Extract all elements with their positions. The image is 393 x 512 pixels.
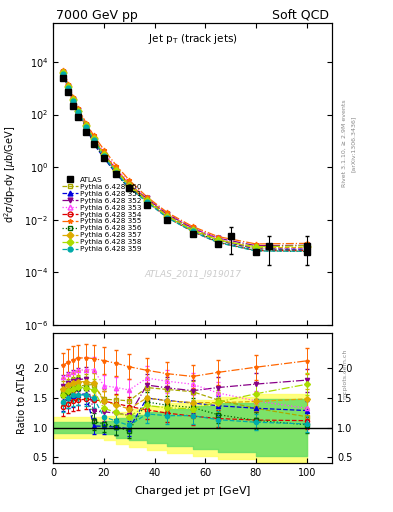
Text: ATLAS_2011_I919017: ATLAS_2011_I919017 — [144, 269, 241, 278]
Y-axis label: Ratio to ATLAS: Ratio to ATLAS — [17, 362, 27, 434]
Y-axis label: d$^{2}\sigma$/dp$_\mathrm{T}$dy [$\mu$b/GeV]: d$^{2}\sigma$/dp$_\mathrm{T}$dy [$\mu$b/… — [3, 125, 18, 223]
Text: Soft QCD: Soft QCD — [272, 9, 329, 22]
Text: Jet p$_\mathrm{T}$ (track jets): Jet p$_\mathrm{T}$ (track jets) — [148, 32, 237, 46]
Text: [arXiv:1306.3436]: [arXiv:1306.3436] — [351, 115, 356, 172]
Text: mcplots.cern.ch: mcplots.cern.ch — [343, 349, 347, 399]
Text: Rivet 3.1.10, ≥ 2.9M events: Rivet 3.1.10, ≥ 2.9M events — [342, 99, 346, 187]
Legend: ATLAS, Pythia 6.428 350, Pythia 6.428 351, Pythia 6.428 352, Pythia 6.428 353, P: ATLAS, Pythia 6.428 350, Pythia 6.428 35… — [59, 174, 145, 255]
Text: 7000 GeV pp: 7000 GeV pp — [56, 9, 138, 22]
X-axis label: Charged jet p$_\mathrm{T}$ [GeV]: Charged jet p$_\mathrm{T}$ [GeV] — [134, 484, 251, 498]
